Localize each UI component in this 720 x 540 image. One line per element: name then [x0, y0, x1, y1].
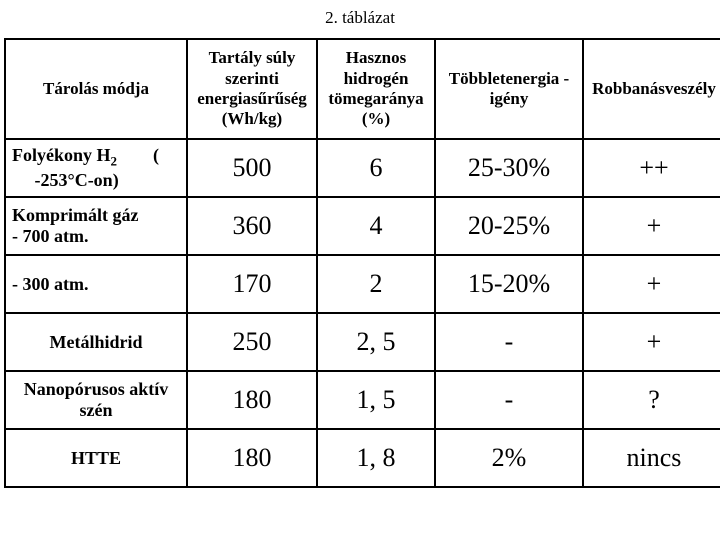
- cell-col2: 6: [317, 139, 435, 197]
- cell-col3: 15-20%: [435, 255, 583, 313]
- cell-col2: 2: [317, 255, 435, 313]
- header-row: Tárolás módja Tartály súly szerinti ener…: [5, 39, 720, 139]
- cell-col2: 2, 5: [317, 313, 435, 371]
- cell-col4: ?: [583, 371, 720, 429]
- cell-col1: 180: [187, 371, 317, 429]
- table-row: HTTE1801, 82%nincs: [5, 429, 720, 487]
- row-label: Metálhidrid: [5, 313, 187, 371]
- cell-col2: 4: [317, 197, 435, 255]
- data-table: Tárolás módja Tartály súly szerinti ener…: [4, 38, 720, 488]
- cell-col4: ++: [583, 139, 720, 197]
- header-col4: Robbanásveszély: [583, 39, 720, 139]
- cell-col4: +: [583, 313, 720, 371]
- cell-col3: 2%: [435, 429, 583, 487]
- table-title: 2. táblázat: [4, 8, 716, 28]
- cell-col1: 250: [187, 313, 317, 371]
- row-label: Komprimált gáz- 700 atm.: [5, 197, 187, 255]
- cell-col4: nincs: [583, 429, 720, 487]
- header-col1: Tartály súly szerinti energiasűrűség (Wh…: [187, 39, 317, 139]
- table-row: Nanopórusos aktív szén1801, 5-?: [5, 371, 720, 429]
- cell-col3: 25-30%: [435, 139, 583, 197]
- row-label: Nanopórusos aktív szén: [5, 371, 187, 429]
- row-label: - 300 atm.: [5, 255, 187, 313]
- header-method: Tárolás módja: [5, 39, 187, 139]
- cell-col3: -: [435, 313, 583, 371]
- table-row: - 300 atm.170215-20%+: [5, 255, 720, 313]
- cell-col2: 1, 5: [317, 371, 435, 429]
- row-label: HTTE: [5, 429, 187, 487]
- table-row: Metálhidrid2502, 5-+: [5, 313, 720, 371]
- cell-col1: 500: [187, 139, 317, 197]
- header-col3: Többletenergia - igény: [435, 39, 583, 139]
- cell-col4: +: [583, 255, 720, 313]
- cell-col4: +: [583, 197, 720, 255]
- table-row: Folyékony H2 ( -253°C-on)500625-30%++: [5, 139, 720, 197]
- table-row: Komprimált gáz- 700 atm.360420-25%+: [5, 197, 720, 255]
- cell-col3: 20-25%: [435, 197, 583, 255]
- cell-col2: 1, 8: [317, 429, 435, 487]
- row-label: Folyékony H2 ( -253°C-on): [5, 139, 187, 197]
- header-col2: Hasznos hidrogén tömegaránya (%): [317, 39, 435, 139]
- cell-col3: -: [435, 371, 583, 429]
- cell-col1: 170: [187, 255, 317, 313]
- cell-col1: 180: [187, 429, 317, 487]
- cell-col1: 360: [187, 197, 317, 255]
